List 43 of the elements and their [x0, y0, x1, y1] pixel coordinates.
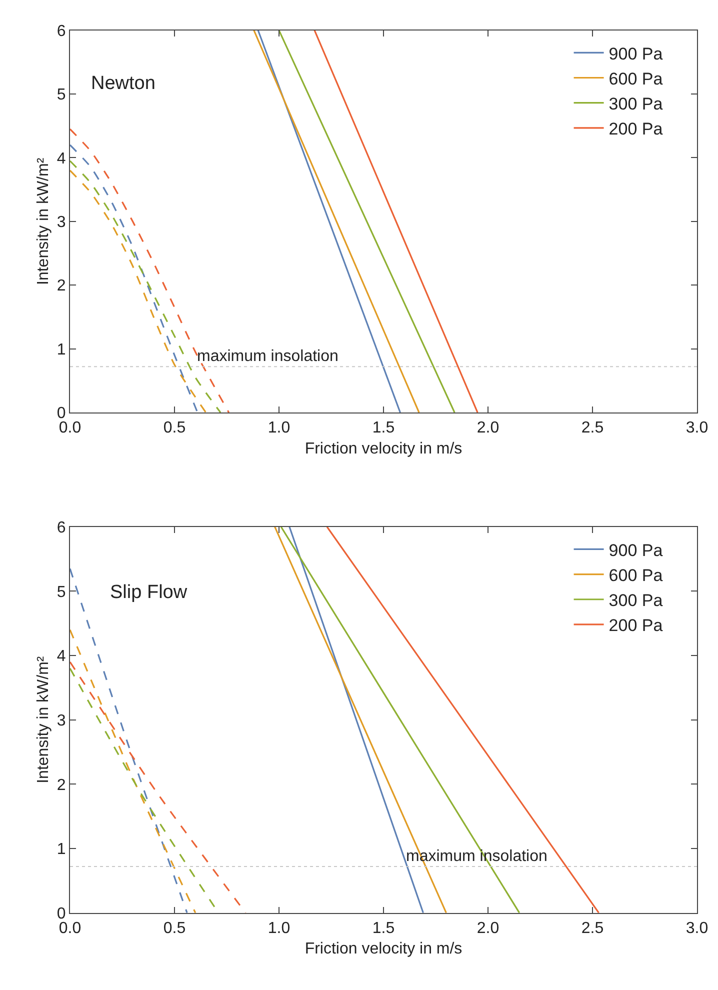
- x-tick-label: 2.5: [581, 920, 604, 938]
- x-tick-label: 0.0: [58, 420, 82, 437]
- y-tick-label: 1: [56, 841, 66, 858]
- legend-label: 200 Pa: [608, 616, 664, 636]
- annotation: Slip Flow: [110, 582, 188, 603]
- x-tick-label: 1.0: [268, 920, 290, 938]
- x-axis-title: Friction velocity in m/s: [304, 940, 462, 958]
- x-tick-label: 1.5: [372, 420, 395, 437]
- y-axis-title: Intensity in kW/m²: [34, 656, 52, 784]
- legend-label: 300 Pa: [608, 94, 664, 114]
- legend-label: 600 Pa: [608, 69, 664, 88]
- y-axis-title: Intensity in kW/m²: [34, 157, 52, 285]
- x-tick-label: 1.5: [372, 920, 395, 938]
- y-tick-label: 3: [56, 712, 66, 730]
- legend-label: 900 Pa: [608, 44, 664, 64]
- x-axis-title: Friction velocity in m/s: [304, 440, 462, 458]
- y-tick-label: 0: [56, 405, 66, 422]
- legend-label: 200 Pa: [608, 120, 664, 139]
- y-tick-label: 6: [56, 519, 66, 536]
- annotation: maximum insolation: [197, 348, 338, 365]
- x-tick-label: 0.5: [163, 420, 186, 437]
- x-tick-label: 0.0: [58, 920, 82, 938]
- y-tick-label: 3: [56, 214, 66, 232]
- x-tick-label: 3.0: [686, 920, 708, 938]
- x-tick-label: 0.5: [163, 920, 186, 938]
- y-tick-label: 2: [56, 776, 66, 794]
- y-tick-label: 1: [56, 341, 66, 358]
- legend-label: 300 Pa: [608, 591, 664, 610]
- y-tick-label: 4: [56, 648, 66, 666]
- legend-label: 900 Pa: [608, 540, 664, 560]
- x-tick-label: 3.0: [686, 420, 708, 437]
- y-tick-label: 2: [56, 278, 66, 295]
- y-tick-label: 5: [56, 86, 66, 104]
- y-tick-label: 4: [56, 150, 66, 168]
- y-tick-label: 6: [56, 22, 66, 40]
- x-tick-label: 1.0: [268, 420, 290, 437]
- annotation: Newton: [91, 73, 156, 94]
- legend-label: 600 Pa: [608, 566, 664, 585]
- x-tick-label: 2.5: [581, 420, 604, 437]
- x-tick-label: 2.0: [476, 920, 500, 938]
- y-tick-label: 5: [56, 584, 66, 601]
- y-tick-label: 0: [56, 905, 66, 922]
- x-tick-label: 2.0: [476, 420, 500, 437]
